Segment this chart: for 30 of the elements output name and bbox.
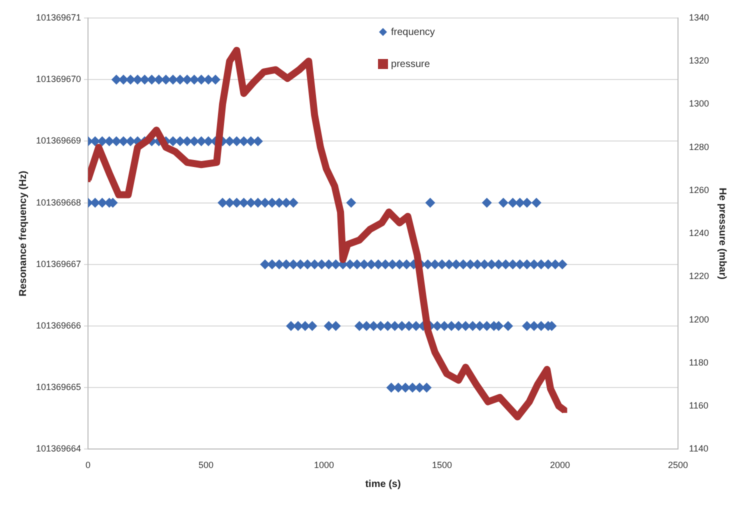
y-tick-label: 101369669 <box>36 136 82 146</box>
x-axis-title: time (s) <box>365 478 401 490</box>
y-axis-title: Resonance frequency (Hz) <box>18 170 29 296</box>
y2-axis-title: He pressure (mbar) <box>716 188 728 280</box>
legend-label: frequency <box>391 26 435 38</box>
legend-label: pressure <box>391 58 430 70</box>
y2-tick-label: 1320 <box>688 56 710 66</box>
y2-tick-label: 1260 <box>688 184 710 195</box>
y2-tick-label: 1180 <box>688 357 708 368</box>
y2-tick-label: 1240 <box>688 228 710 238</box>
y2-tick-label: 1160 <box>688 400 708 411</box>
x-tick-label: 1000 <box>314 460 334 470</box>
x-tick-label: 2500 <box>668 460 688 470</box>
x-tick-label: 1500 <box>432 460 452 470</box>
y-tick-label: 101369671 <box>36 12 82 22</box>
y2-tick-label: 1280 <box>688 142 710 152</box>
y-tick-label: 101369664 <box>36 444 82 454</box>
y2-tick-label: 1300 <box>688 98 710 109</box>
x-tick-label: 500 <box>198 460 214 470</box>
y-tick-label: 101369666 <box>36 320 82 330</box>
x-tick-label: 2000 <box>550 460 570 470</box>
x-tick-label: 0 <box>86 460 91 470</box>
y-tick-label: 101369668 <box>36 197 82 208</box>
y-tick-label: 101369665 <box>36 382 82 392</box>
y2-tick-label: 1340 <box>688 12 710 22</box>
y-tick-label: 101369667 <box>36 258 82 269</box>
y2-tick-label: 1140 <box>688 444 708 454</box>
y2-tick-label: 1220 <box>688 271 710 282</box>
y2-tick-label: 1200 <box>688 314 710 324</box>
y-tick-label: 101369670 <box>36 74 82 84</box>
